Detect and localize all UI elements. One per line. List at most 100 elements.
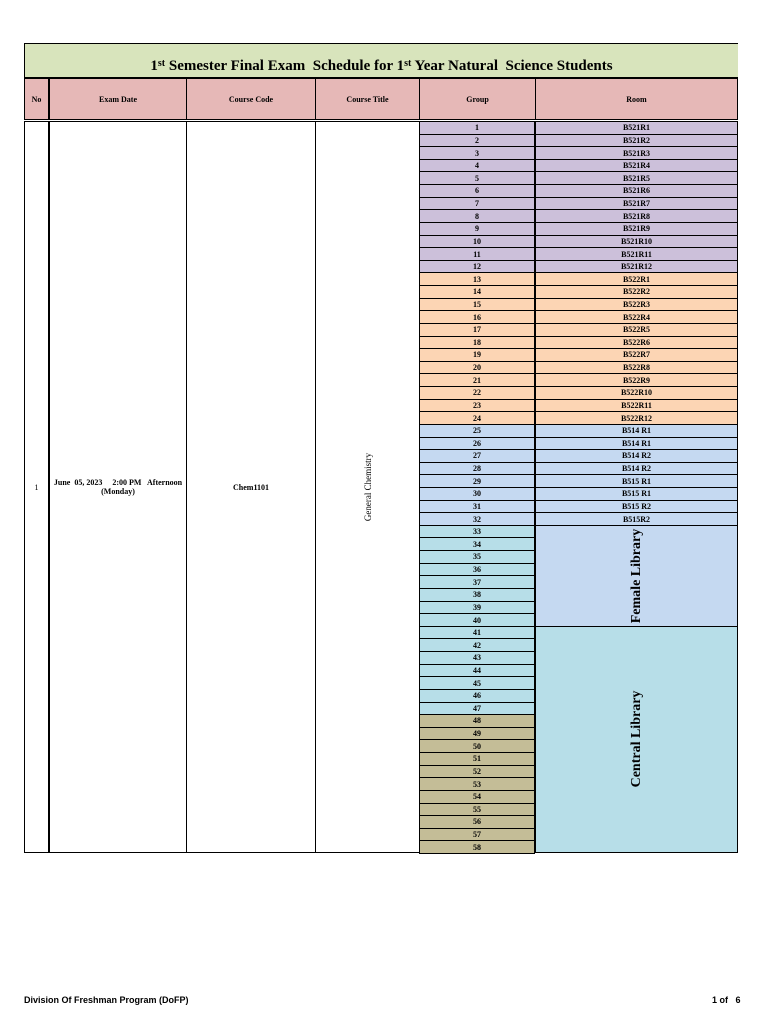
- group-cell: 20: [419, 360, 535, 375]
- group-cell: 10: [419, 234, 535, 249]
- group-cell: 27: [419, 449, 535, 463]
- group-cell: 34: [419, 537, 535, 552]
- group-cell: 57: [419, 827, 535, 842]
- group-cell: 9: [419, 221, 535, 236]
- room-cell: B521R7: [535, 196, 738, 211]
- room-cell: B515R2: [535, 512, 738, 526]
- header-no: No: [24, 78, 49, 120]
- header-exam-date: Exam Date: [49, 78, 187, 120]
- header-room: Room: [535, 78, 738, 120]
- room-cell: B522R9: [535, 373, 738, 388]
- group-cell: 50: [419, 739, 535, 754]
- group-cell: 8: [419, 209, 535, 223]
- group-cell: 17: [419, 322, 535, 337]
- group-cell: 6: [419, 184, 535, 198]
- room-cell: B522R4: [535, 310, 738, 324]
- room-cell: B522R1: [535, 272, 738, 287]
- room-cell: B521R9: [535, 221, 738, 236]
- room-cell: B522R5: [535, 322, 738, 337]
- central-library-label: Central Library: [628, 690, 644, 788]
- group-cell: 18: [419, 335, 535, 350]
- group-cell: 31: [419, 499, 535, 514]
- group-cell: 24: [419, 411, 535, 425]
- room-cell: B521R4: [535, 158, 738, 173]
- group-cell: 16: [419, 310, 535, 324]
- room-cell: B521R5: [535, 171, 738, 186]
- group-cell: 52: [419, 764, 535, 779]
- room-cell: B522R6: [535, 335, 738, 350]
- entry-course-code: Chem1101: [186, 121, 316, 853]
- room-cell: B522R10: [535, 386, 738, 400]
- room-cell: B522R11: [535, 398, 738, 413]
- course-title-text: General Chemistry: [362, 452, 373, 522]
- footer-page-number: 1 of 6: [712, 995, 741, 1005]
- group-cell: 42: [419, 638, 535, 653]
- exam-day-line: (Monday): [101, 487, 135, 496]
- group-cell: 37: [419, 575, 535, 589]
- room-cell: B522R2: [535, 285, 738, 299]
- room-cell: B521R1: [535, 121, 738, 135]
- group-cell: 43: [419, 651, 535, 665]
- group-cell: 49: [419, 726, 535, 741]
- group-cell: 56: [419, 815, 535, 829]
- group-cell: 23: [419, 398, 535, 413]
- group-cell: 28: [419, 461, 535, 476]
- group-cell: 45: [419, 676, 535, 690]
- group-cell: 13: [419, 272, 535, 287]
- group-cell: 33: [419, 524, 535, 539]
- group-cell: 55: [419, 802, 535, 817]
- room-cell: B521R11: [535, 247, 738, 261]
- room-cell: B522R3: [535, 297, 738, 312]
- header-course-code: Course Code: [186, 78, 316, 120]
- room-cell: B521R6: [535, 184, 738, 198]
- group-cell: 48: [419, 714, 535, 728]
- group-cell: 51: [419, 752, 535, 766]
- group-cell: 30: [419, 487, 535, 501]
- group-cell: 54: [419, 789, 535, 804]
- room-column: B521R1 B521R2 B521R3 B521R4 B521R5 B521R6 B521…: [535, 121, 738, 853]
- room-cell: B522R12: [535, 411, 738, 425]
- group-cell: 44: [419, 663, 535, 678]
- entry-no: 1: [24, 121, 49, 853]
- group-cell: 46: [419, 688, 535, 703]
- schedule-body: 1 June 05, 2023 2:00 PM Afternoon (Monda…: [24, 121, 738, 854]
- group-cell: 15: [419, 297, 535, 312]
- room-cell: B515 R1: [535, 487, 738, 501]
- group-cell: 58: [419, 840, 535, 854]
- room-cell: B514 R2: [535, 461, 738, 476]
- footer-division: Division Of Freshman Program (DoFP): [24, 995, 189, 1005]
- entry-course-title: General Chemistry: [315, 121, 420, 853]
- group-cell: 2: [419, 133, 535, 148]
- group-cell: 53: [419, 777, 535, 791]
- group-cell: 21: [419, 373, 535, 388]
- group-cell: 26: [419, 436, 535, 451]
- page-number-text: 1 of 6: [712, 995, 741, 1005]
- group-cell: 1: [419, 121, 535, 135]
- room-cell: B515 R2: [535, 499, 738, 514]
- room-cell: B515 R1: [535, 474, 738, 488]
- group-cell: 14: [419, 285, 535, 299]
- room-cell: B522R8: [535, 360, 738, 375]
- group-cell: 22: [419, 386, 535, 400]
- group-cell: 4: [419, 158, 535, 173]
- group-cell: 47: [419, 701, 535, 716]
- room-cell: B521R3: [535, 146, 738, 160]
- header-group: Group: [419, 78, 536, 120]
- group-cell: 12: [419, 259, 535, 274]
- room-cell: B514 R1: [535, 423, 738, 438]
- header-course-title: Course Title: [315, 78, 420, 120]
- group-cell: 7: [419, 196, 535, 211]
- group-cell: 41: [419, 625, 535, 640]
- group-cell: 38: [419, 587, 535, 602]
- central-library-room: Central Library: [535, 625, 738, 853]
- group-cell: 25: [419, 423, 535, 438]
- room-cell: B514 R2: [535, 449, 738, 463]
- group-cell: 5: [419, 171, 535, 186]
- room-cell: B522R7: [535, 348, 738, 362]
- group-cell: 29: [419, 474, 535, 488]
- female-library-room: Female Library: [535, 524, 738, 627]
- room-cell: B521R2: [535, 133, 738, 148]
- entry-exam-date: June 05, 2023 2:00 PM Afternoon (Monday): [49, 121, 187, 853]
